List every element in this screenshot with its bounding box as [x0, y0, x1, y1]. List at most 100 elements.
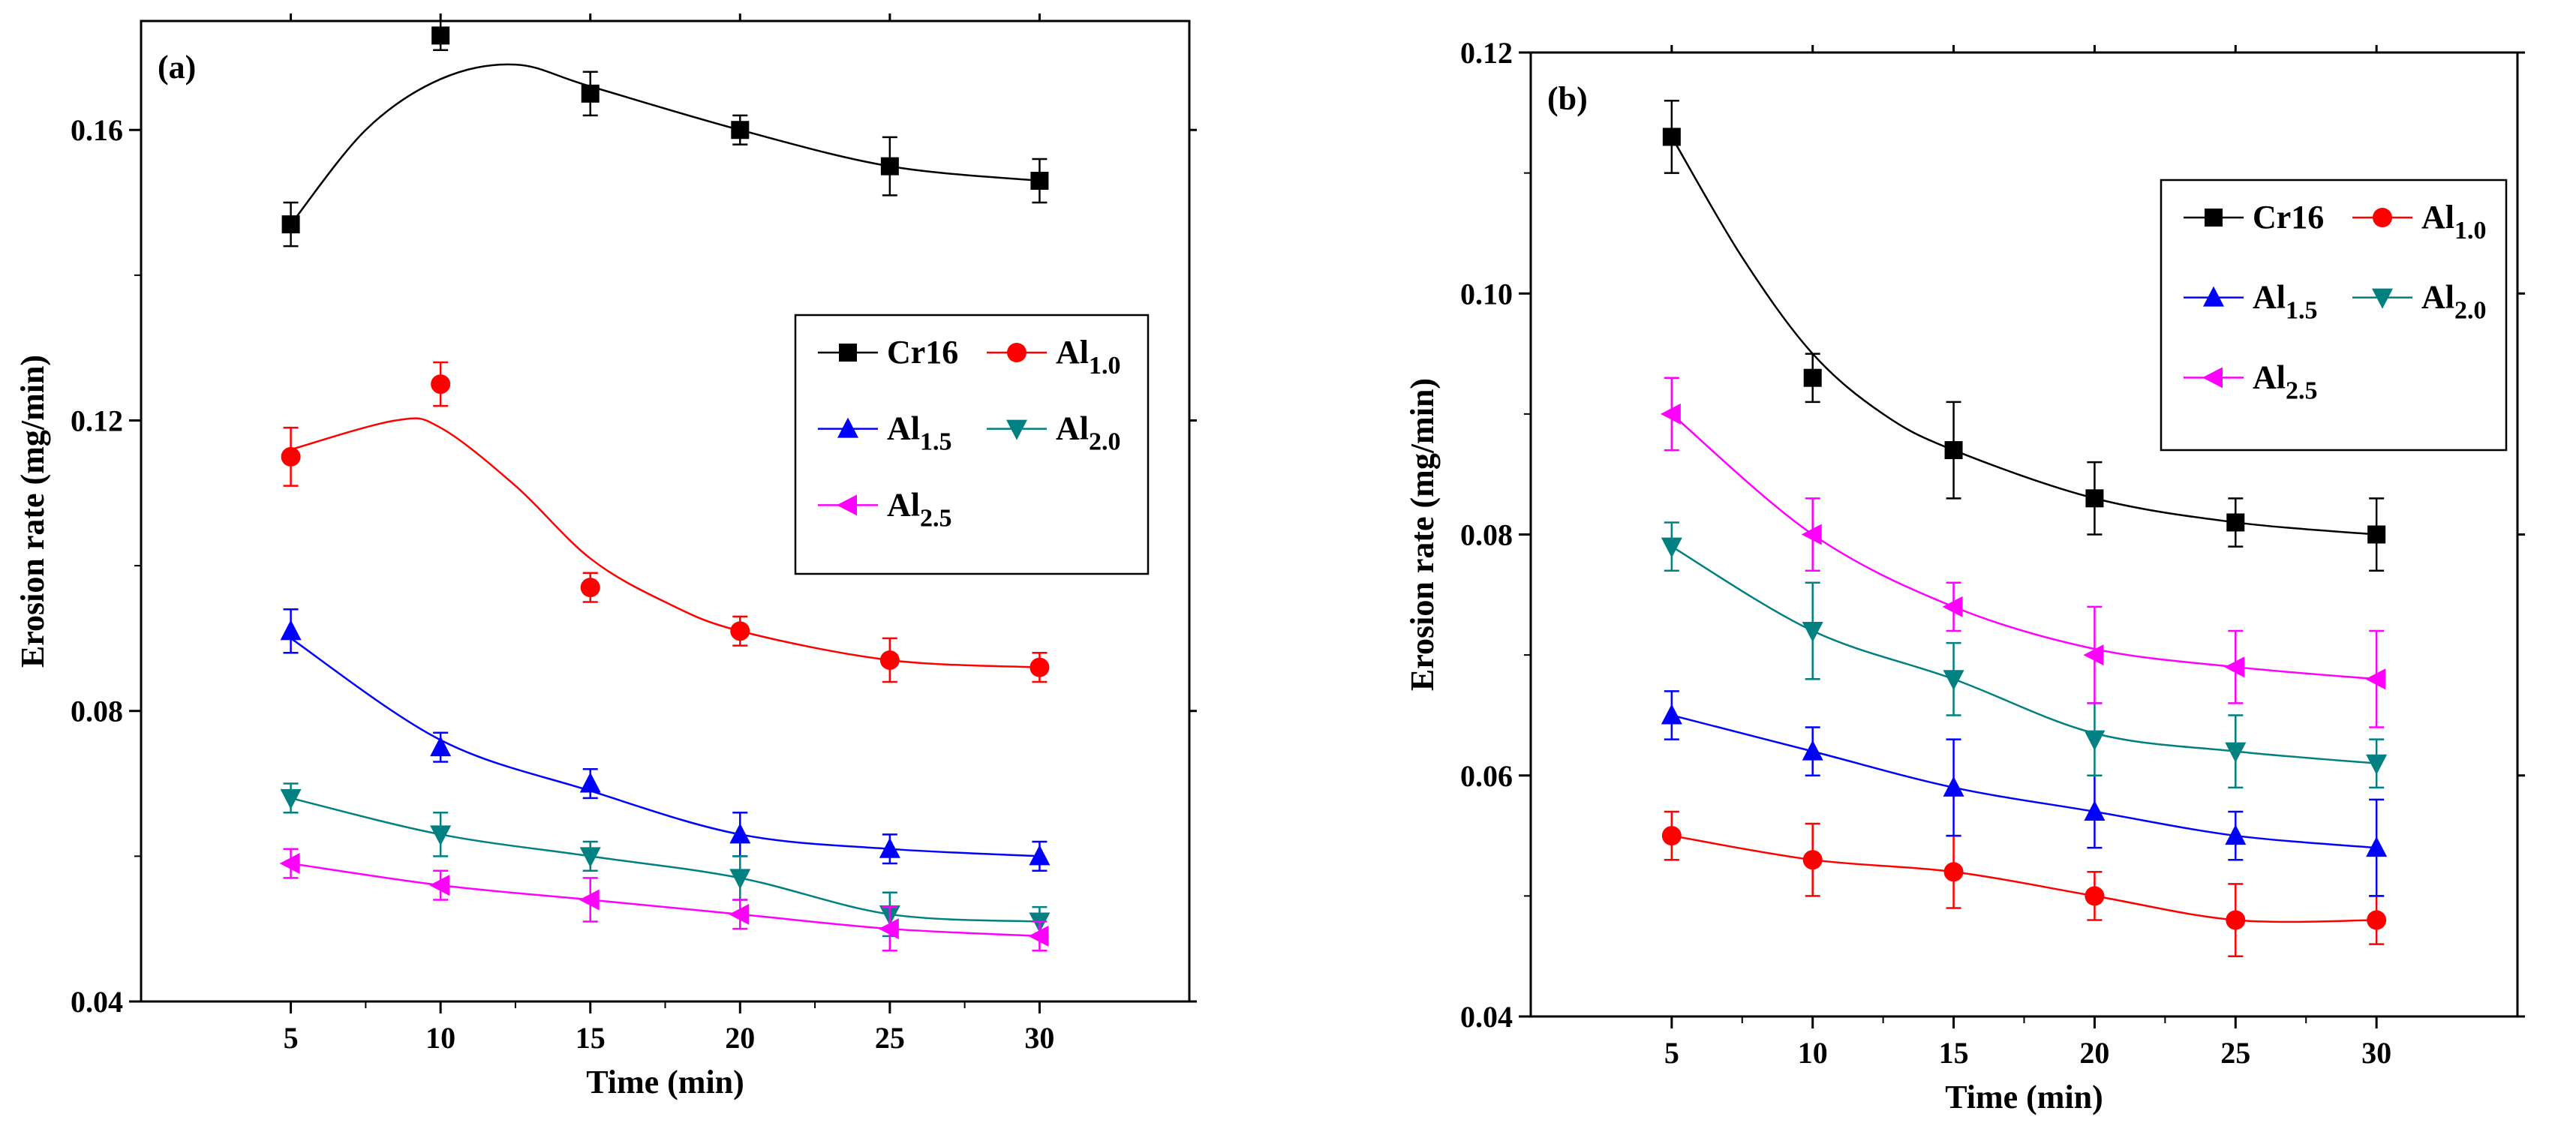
y-tick-label: 0.04 [71, 985, 123, 1019]
series-al2-5 [1660, 377, 2386, 728]
series-al1-0 [281, 361, 1050, 683]
data-point [1802, 850, 1823, 870]
data-point [729, 869, 751, 890]
data-point [2225, 824, 2247, 845]
data-point [1030, 171, 1049, 190]
data-point [1943, 776, 1964, 797]
fit-curve [1671, 545, 2377, 764]
x-tick-label: 5 [1664, 1036, 1679, 1070]
data-point [1943, 670, 1964, 691]
data-point [1801, 524, 1822, 545]
legend-marker [1007, 343, 1026, 362]
data-point [281, 215, 300, 234]
data-point [281, 446, 301, 467]
x-axis-title: Time (min) [1945, 1079, 2103, 1115]
data-point [2085, 489, 2104, 508]
y-tick-label: 0.04 [1460, 1000, 1513, 1034]
legend-label-subscript: 1.0 [2454, 217, 2487, 245]
x-tick-label: 25 [2220, 1036, 2250, 1070]
series-cr16 [281, 20, 1049, 248]
data-point [2367, 910, 2387, 930]
legend-label-subscript: 2.5 [2286, 377, 2318, 404]
y-tick-label: 0.06 [1460, 759, 1513, 793]
chart-panel-a: 5 10 15 20 25 30 0.04 0.08 0.12 0.16 Time (min) Ero… [14, 14, 1197, 1100]
x-tick-label: 10 [425, 1021, 455, 1055]
data-point [1944, 441, 1963, 460]
data-point [730, 621, 750, 641]
data-point [2083, 644, 2104, 666]
data-point [579, 847, 601, 868]
data-point [879, 837, 900, 858]
data-point [431, 374, 451, 395]
data-point [581, 84, 600, 103]
series-al1-0 [1661, 810, 2387, 957]
data-point [431, 26, 450, 45]
data-point [1942, 596, 1963, 617]
legend-label-subscript: 1.5 [920, 428, 952, 456]
data-point [280, 788, 302, 809]
data-point [2365, 668, 2386, 690]
legend-marker [837, 494, 857, 516]
data-point [1029, 845, 1051, 866]
x-tick-label: 30 [1024, 1021, 1054, 1055]
legend-marker [2372, 288, 2393, 309]
data-point [1661, 537, 1682, 558]
data-point [2084, 800, 2106, 821]
data-point [579, 889, 600, 911]
fit-curve [1671, 834, 2377, 923]
legend-label: Al1.5 [887, 410, 952, 456]
legend-item: Al1.0 [987, 334, 1121, 380]
x-tick-label: 15 [576, 1021, 606, 1055]
fit-curve [290, 637, 1040, 857]
series-al1-5 [1661, 690, 2388, 897]
data-point [2224, 656, 2245, 678]
legend-label-subscript: 2.0 [1089, 428, 1121, 456]
data-point [878, 918, 899, 940]
x-tick-label: 15 [1939, 1036, 1969, 1070]
data-point [1661, 826, 1682, 846]
legend-item: Cr16 [2184, 199, 2324, 236]
data-point [1661, 704, 1682, 725]
data-point [1028, 925, 1049, 947]
legend-label: Cr16 [2253, 199, 2324, 236]
x-tick-label: 30 [2361, 1036, 2391, 1070]
y-tick-label: 0.08 [1460, 518, 1513, 552]
data-point [1803, 368, 1822, 387]
fit-curve [290, 862, 1040, 938]
data-point [1802, 740, 1823, 761]
x-axis-title: Time (min) [586, 1064, 744, 1100]
x-tick-label: 25 [875, 1021, 905, 1055]
chart-panel-b: 5 10 15 20 25 30 0.04 0.06 0.08 0.10 0.12 Time (min… [1404, 36, 2525, 1115]
data-point [2225, 742, 2247, 763]
fit-curve [1671, 714, 2377, 849]
legend-label: Al1.0 [1056, 334, 1121, 380]
data-point [2084, 730, 2106, 751]
data-point [2366, 754, 2388, 775]
y-tick-label: 0.16 [71, 113, 123, 147]
y-tick-label: 0.12 [1460, 36, 1513, 70]
fit-curve [290, 797, 1040, 923]
fit-curve [1671, 413, 2377, 680]
data-point [580, 578, 600, 598]
data-point [2085, 886, 2105, 906]
y-tick-label: 0.08 [71, 695, 123, 728]
legend-marker [2202, 367, 2223, 389]
data-point [579, 772, 601, 793]
y-axis-title: Erosion rate (mg/min) [1404, 378, 1441, 691]
x-tick-label: 20 [725, 1021, 755, 1055]
legend-marker [837, 417, 858, 438]
data-point [729, 903, 750, 925]
x-tick-label: 10 [1798, 1036, 1828, 1070]
legend-label-subscript: 2.5 [920, 504, 952, 532]
legend-item: Al1.5 [818, 410, 952, 456]
panel-label: (a) [158, 49, 196, 86]
legend-marker [2203, 286, 2224, 307]
legend-label-subscript: 1.0 [1089, 352, 1121, 380]
x-tick-label: 20 [2079, 1036, 2109, 1070]
data-point [279, 853, 300, 875]
data-point [430, 736, 452, 757]
